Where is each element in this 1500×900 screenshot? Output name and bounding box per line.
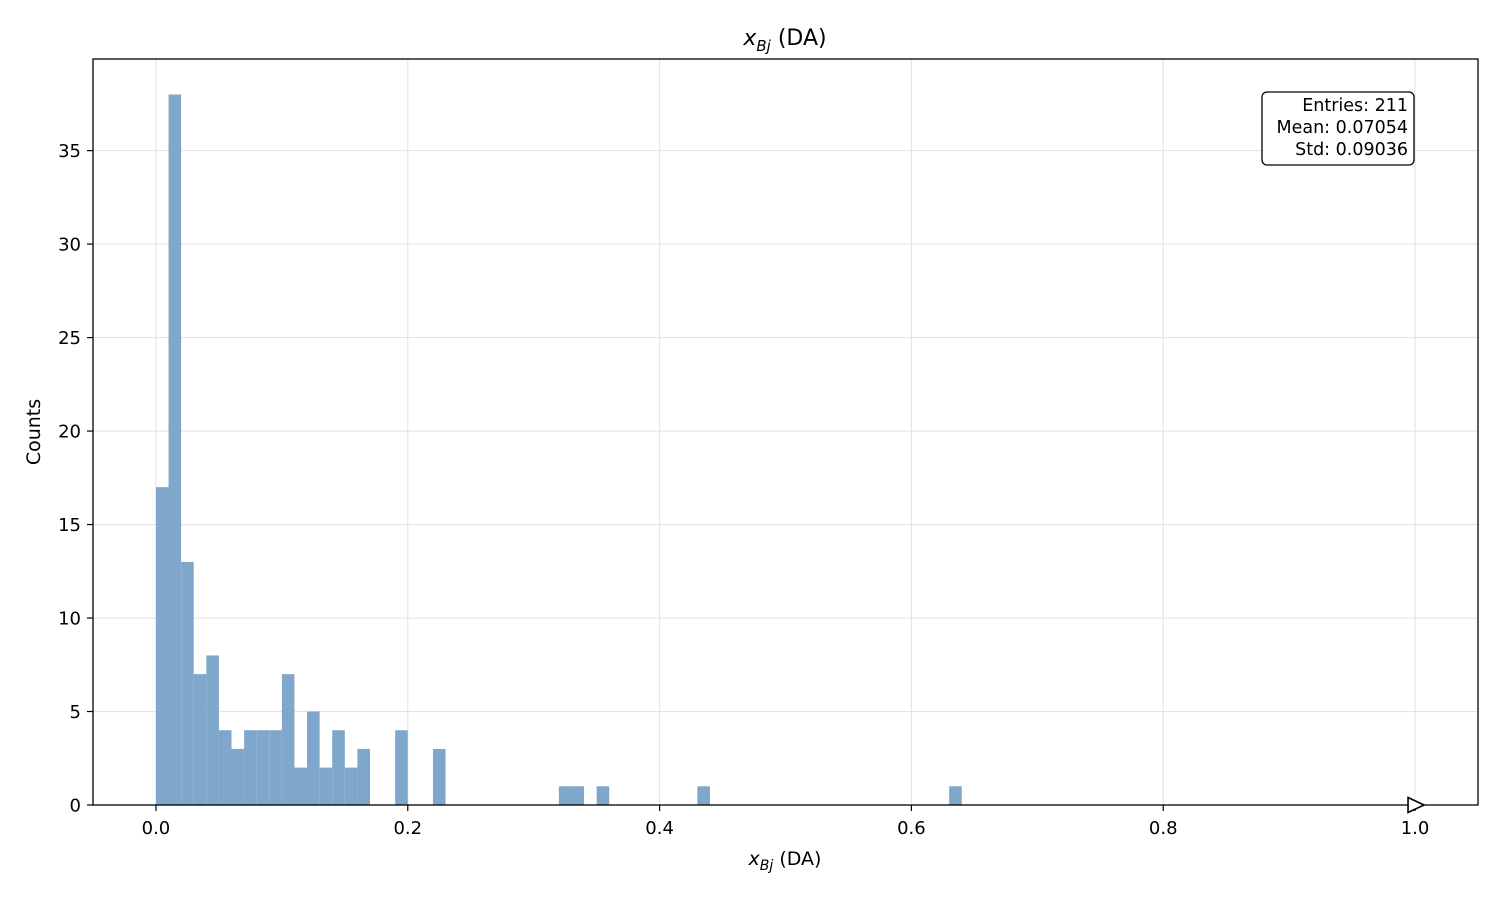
x-tick-label: 0.6 [897, 818, 926, 839]
histogram-bar [319, 767, 333, 805]
histogram-bar [332, 730, 345, 805]
histogram-bar [432, 748, 446, 805]
stats-box: Entries: 211 Mean: 0.07054 Std: 0.09036 [1261, 91, 1415, 166]
histogram-bar [571, 786, 585, 805]
histogram-bar [357, 748, 370, 805]
histogram-bar [206, 655, 219, 805]
x-axis-label: xBj (DA) [748, 848, 822, 874]
overflow-arrow-marker [1407, 796, 1426, 814]
axis-ticks: 0.0 0.2 0.4 0.6 0.8 1.0 0 5 10 15 20 25 30 35 [58, 141, 1429, 839]
x-tick-label: 0.4 [645, 818, 674, 839]
x-tick-label: 0.2 [393, 818, 422, 839]
histogram-bar [281, 674, 295, 805]
histogram-bar [244, 730, 257, 805]
histogram-bar [395, 730, 408, 805]
stats-box-frame [1261, 91, 1415, 166]
grid-lines [93, 59, 1478, 806]
histogram-bar [294, 767, 308, 805]
histogram-bar [307, 711, 320, 805]
histogram-bar [155, 487, 169, 805]
histogram-bar [218, 730, 232, 805]
chart-title: xBj (DA) [742, 26, 826, 55]
x-tick-label: 0.0 [142, 818, 171, 839]
stats-mean: Mean: 0.07054 [1276, 118, 1408, 138]
histogram-bar [949, 786, 962, 805]
plot-frame [92, 58, 1479, 806]
histogram-bar [168, 94, 182, 806]
y-tick-label: 10 [58, 609, 81, 630]
y-axis-label: Counts [23, 399, 45, 465]
histogram-bar [256, 730, 270, 805]
histogram-bar [231, 748, 245, 805]
histogram-bar [596, 786, 610, 805]
stats-std: Std: 0.09036 [1295, 140, 1408, 160]
y-tick-label: 0 [70, 796, 81, 817]
stats-entries: Entries: 211 [1302, 96, 1408, 116]
y-tick-label: 25 [58, 328, 81, 349]
histogram-bar [269, 730, 282, 805]
y-tick-label: 35 [58, 141, 81, 162]
y-tick-label: 30 [58, 235, 81, 256]
histogram-bar [697, 786, 710, 805]
y-tick-label: 5 [70, 702, 81, 723]
histogram-bar [193, 674, 207, 805]
x-tick-label: 1.0 [1401, 818, 1430, 839]
histogram-bar [558, 786, 572, 805]
y-tick-label: 15 [58, 515, 81, 536]
histogram-bar [181, 561, 194, 805]
histogram-bar [344, 767, 358, 805]
y-tick-label: 20 [58, 422, 81, 443]
histogram-bars [155, 94, 962, 806]
x-tick-label: 0.8 [1149, 818, 1178, 839]
